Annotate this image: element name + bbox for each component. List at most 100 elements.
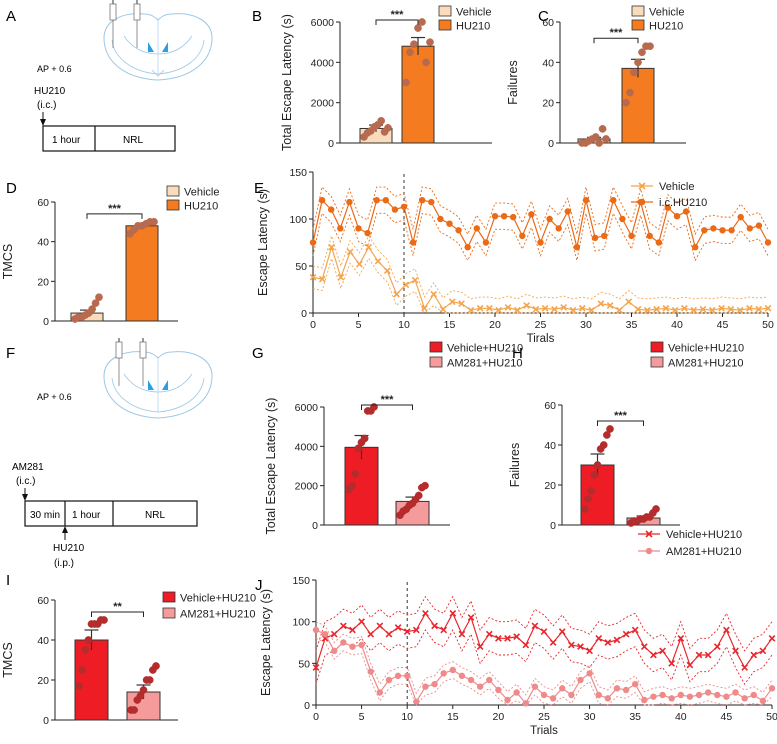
series-1-point	[604, 639, 612, 646]
legend-marker	[638, 198, 646, 206]
data-point	[646, 42, 654, 51]
series-1-point	[439, 305, 447, 313]
data-point	[426, 38, 434, 47]
data-point	[75, 682, 83, 690]
series-2-point	[622, 686, 630, 694]
significance-label: **	[113, 601, 122, 613]
series-1-point	[495, 634, 502, 642]
x-tick-label: 20	[493, 711, 505, 723]
series-2-point	[641, 696, 648, 704]
series-2-point	[741, 695, 748, 702]
legend-label: HU210	[456, 21, 490, 33]
panel-letter-h: H	[512, 345, 523, 362]
series-2-lower-band	[312, 212, 769, 262]
legend-swatch	[438, 5, 452, 17]
arrow-head-icon	[40, 119, 46, 126]
x-tick-label: 30	[580, 319, 592, 331]
series-1-point	[631, 626, 639, 634]
y-axis-label: Failures	[508, 443, 522, 487]
series-2-upper-band	[315, 621, 773, 696]
data-point	[606, 425, 614, 433]
series-1-point	[385, 630, 393, 638]
x-tick-label: 5	[359, 711, 365, 723]
y-tick-label: 40	[544, 440, 556, 452]
series-2-point	[568, 691, 575, 699]
drug-label: HU210	[34, 86, 66, 97]
y-tick-label: 20	[544, 480, 556, 492]
series-2-point	[559, 685, 566, 692]
panel-f: F AP + 0.6 AM281 (i.c.) 3	[6, 338, 213, 569]
series-2-point	[349, 643, 356, 650]
series-2-point	[404, 672, 411, 680]
bar-1	[74, 639, 109, 721]
series-1-point	[365, 243, 373, 251]
y-tick-label: 0	[301, 308, 307, 320]
series-1-point	[504, 634, 511, 642]
legend-swatch	[162, 607, 176, 619]
timeline-segment-3: NRL	[145, 510, 165, 521]
y-tick-label: 2000	[311, 98, 335, 110]
series-1-point	[577, 643, 584, 651]
series-2-point	[321, 630, 329, 638]
series-1-point	[560, 303, 568, 311]
chart-e: 0 50 100 150 Escape Latency (s) 0 5 10 15 20 25 30 3…	[256, 167, 774, 345]
data-point	[602, 135, 610, 143]
y-axis-label: Escape Latency (s)	[256, 189, 270, 296]
series-2-point	[482, 239, 490, 246]
series-1-point	[578, 304, 586, 312]
series-1-lower-band	[312, 256, 768, 314]
series-1-point	[622, 630, 630, 638]
series-1-point	[708, 306, 716, 314]
data-point	[410, 40, 418, 49]
series-1-point	[541, 304, 549, 312]
series-1-point	[606, 302, 614, 309]
legend-marker	[645, 530, 653, 538]
series-2-point	[500, 212, 508, 220]
series-1-point	[449, 609, 457, 617]
series-2-point	[728, 227, 735, 234]
data-point	[81, 646, 90, 654]
series-2-point	[632, 680, 639, 688]
x-tick-label: 40	[671, 319, 683, 331]
series-1-point	[513, 633, 521, 641]
series-1-point	[549, 639, 557, 646]
series-2-point	[613, 685, 621, 692]
significance-bracket	[361, 404, 413, 410]
y-tick-label: 0	[304, 700, 310, 712]
legend-swatch	[429, 341, 443, 353]
significance-bracket	[593, 37, 639, 44]
x-axis-label: Trials	[530, 725, 558, 737]
series-2-point	[394, 672, 402, 680]
y-axis-label: Total Escape Latency (s)	[280, 14, 294, 151]
series-1-point	[755, 305, 763, 313]
x-tick-label: 45	[717, 319, 729, 331]
series-2-point	[528, 211, 535, 218]
legend-marker	[638, 182, 646, 190]
series-2-point	[391, 206, 399, 213]
y-tick-label: 0	[328, 138, 334, 150]
data-point	[584, 495, 592, 503]
series-2-point	[376, 689, 384, 696]
brain-coordinate-label: AP + 0.6	[37, 392, 72, 402]
panel-letter-g: G	[252, 345, 264, 362]
legend-label: AM281+HU210	[668, 358, 744, 370]
series-2-point	[419, 197, 426, 204]
series-2-point	[382, 197, 389, 204]
significance-label: ***	[108, 203, 122, 215]
series-1-point	[704, 651, 712, 659]
x-tick-label: 0	[310, 319, 316, 331]
series-1-upper-band	[315, 595, 773, 652]
x-tick-label: 15	[447, 711, 459, 723]
legend-swatch	[429, 356, 443, 368]
significance-label: ***	[381, 394, 395, 406]
series-2-point	[601, 232, 608, 240]
series-1-point	[412, 626, 420, 634]
series-2-point	[510, 213, 517, 221]
legend-label: HU210	[184, 201, 218, 213]
legend-swatch	[438, 19, 452, 31]
series-1-lower-band	[315, 628, 773, 686]
legend-marker	[645, 547, 653, 555]
y-tick-label: 0	[43, 715, 49, 727]
series-2-point	[504, 696, 511, 704]
series-2-point	[582, 197, 590, 204]
